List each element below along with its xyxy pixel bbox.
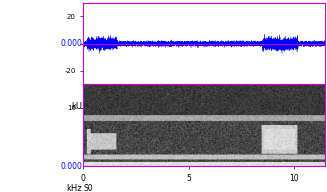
Text: kU: kU: [71, 103, 82, 111]
Text: 0.000: 0.000: [60, 162, 82, 170]
Text: kHz: kHz: [67, 184, 82, 192]
Text: S0: S0: [83, 103, 93, 111]
Text: S0: S0: [83, 184, 93, 192]
Text: 0.000: 0.000: [60, 39, 82, 48]
